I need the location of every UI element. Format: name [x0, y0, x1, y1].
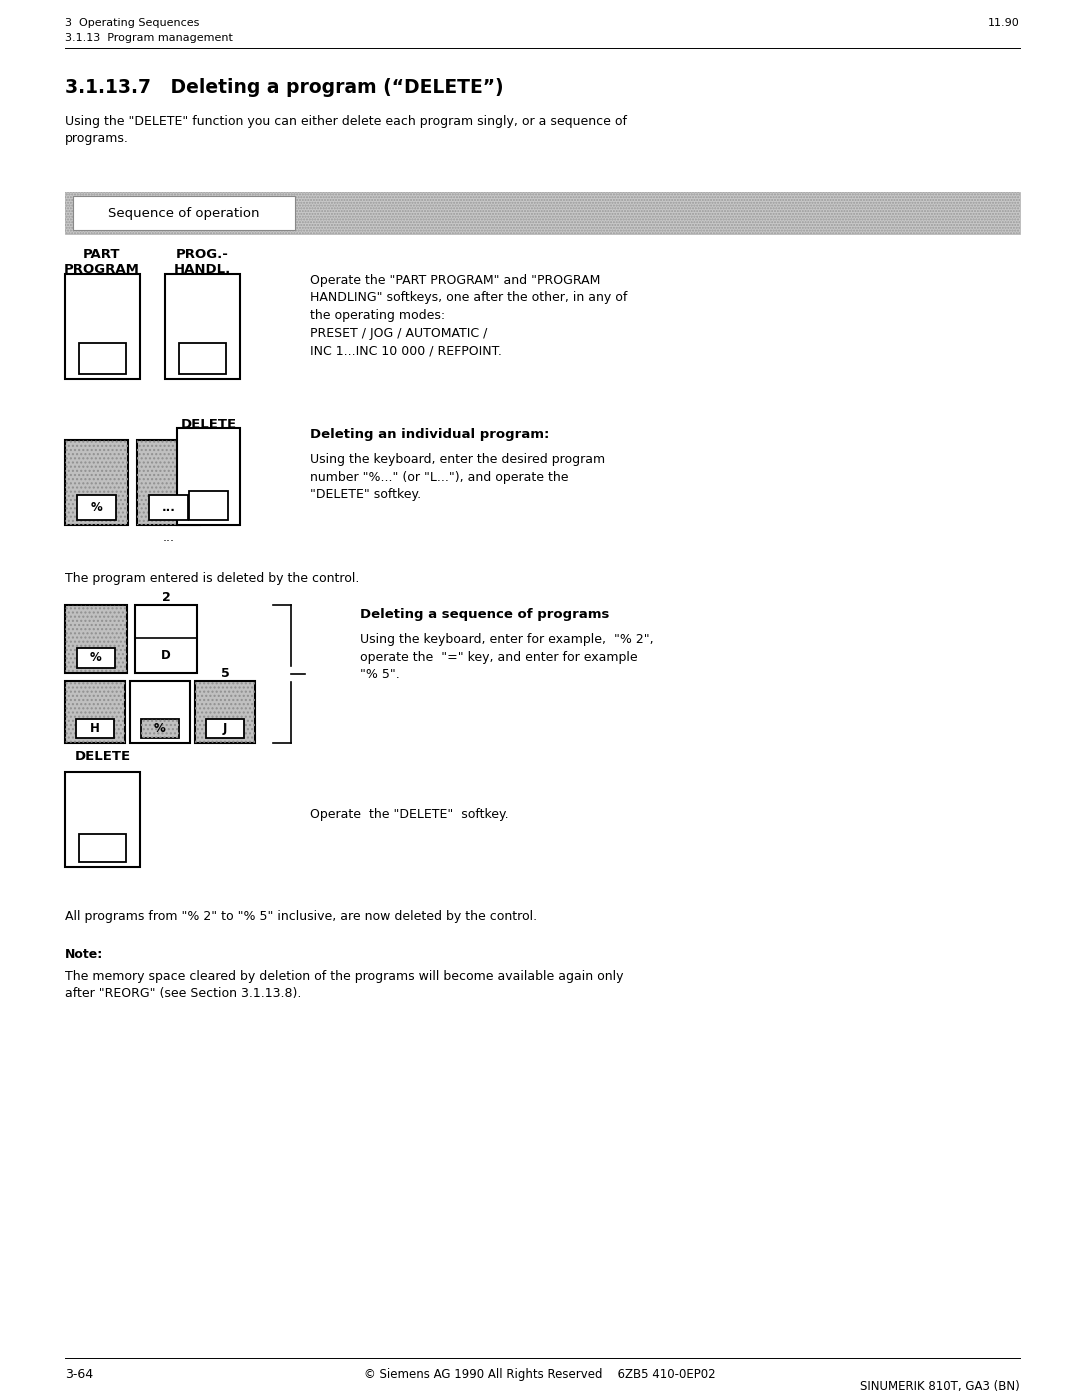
Bar: [65, 191, 1020, 235]
Text: H: H: [90, 722, 100, 735]
Text: J: J: [222, 722, 227, 735]
Text: DELETE: DELETE: [75, 750, 131, 763]
Bar: [65, 605, 127, 673]
Text: D: D: [161, 648, 171, 662]
Bar: [77, 719, 113, 738]
Bar: [206, 719, 244, 738]
Text: %: %: [91, 500, 103, 514]
Bar: [137, 440, 200, 525]
Text: ...: ...: [162, 531, 175, 543]
Bar: [79, 834, 125, 862]
Bar: [65, 440, 129, 525]
Bar: [179, 342, 226, 374]
Text: 3.1.13  Program management: 3.1.13 Program management: [65, 34, 233, 43]
Text: SINUMERIK 810T, GA3 (BN): SINUMERIK 810T, GA3 (BN): [861, 1380, 1020, 1393]
Text: The memory space cleared by deletion of the programs will become available again: The memory space cleared by deletion of …: [65, 970, 623, 1000]
Text: 5: 5: [220, 666, 229, 680]
Bar: [141, 719, 178, 738]
Text: Sequence of operation: Sequence of operation: [108, 207, 260, 219]
Text: %: %: [90, 651, 102, 665]
Bar: [165, 274, 240, 379]
Text: Deleting a sequence of programs: Deleting a sequence of programs: [360, 608, 609, 622]
Bar: [135, 605, 197, 673]
Bar: [65, 191, 1020, 235]
Text: Using the "DELETE" function you can either delete each program singly, or a sequ: Using the "DELETE" function you can eith…: [65, 115, 627, 145]
Bar: [137, 440, 200, 525]
Bar: [130, 680, 190, 743]
Text: Deleting an individual program:: Deleting an individual program:: [310, 427, 550, 441]
Bar: [141, 719, 178, 738]
Text: Using the keyboard, enter the desired program
number "%..." (or "L..."), and ope: Using the keyboard, enter the desired pr…: [310, 453, 605, 502]
Text: Using the keyboard, enter for example,  "% 2",
operate the  "=" key, and enter f: Using the keyboard, enter for example, "…: [360, 633, 653, 680]
Text: PART
PROGRAM: PART PROGRAM: [64, 249, 140, 277]
Text: 3-64: 3-64: [65, 1368, 93, 1382]
Bar: [149, 495, 188, 520]
Text: Note:: Note:: [65, 949, 104, 961]
Bar: [65, 680, 125, 743]
Bar: [65, 440, 129, 525]
Bar: [79, 342, 125, 374]
Bar: [195, 680, 255, 743]
Bar: [189, 490, 228, 520]
Text: 2: 2: [162, 591, 171, 604]
Bar: [195, 680, 255, 743]
Text: PROG.-
HANDL.: PROG.- HANDL.: [174, 249, 231, 277]
Text: All programs from "% 2" to "% 5" inclusive, are now deleted by the control.: All programs from "% 2" to "% 5" inclusi…: [65, 909, 537, 923]
Bar: [73, 196, 295, 231]
Text: © Siemens AG 1990 All Rights Reserved    6ZB5 410-0EP02: © Siemens AG 1990 All Rights Reserved 6Z…: [364, 1368, 716, 1382]
Text: Operate  the "DELETE"  softkey.: Operate the "DELETE" softkey.: [310, 807, 509, 821]
Bar: [65, 680, 125, 743]
Bar: [177, 427, 240, 525]
Text: DELETE: DELETE: [180, 418, 237, 432]
Bar: [65, 605, 127, 673]
Text: ...: ...: [162, 500, 175, 514]
Bar: [65, 274, 140, 379]
Text: 11.90: 11.90: [988, 18, 1020, 28]
Text: %: %: [154, 722, 166, 735]
Text: 3.1.13.7   Deleting a program (“DELETE”): 3.1.13.7 Deleting a program (“DELETE”): [65, 78, 503, 96]
Text: 3  Operating Sequences: 3 Operating Sequences: [65, 18, 200, 28]
Bar: [77, 648, 116, 668]
Text: Operate the "PART PROGRAM" and "PROGRAM
HANDLING" softkeys, one after the other,: Operate the "PART PROGRAM" and "PROGRAM …: [310, 274, 627, 358]
Bar: [77, 495, 116, 520]
Text: The program entered is deleted by the control.: The program entered is deleted by the co…: [65, 571, 360, 585]
Bar: [65, 773, 140, 868]
